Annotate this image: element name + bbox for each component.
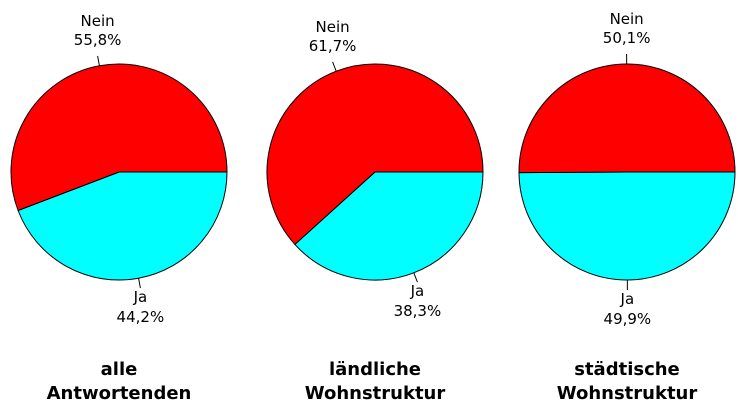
slice-name: Nein bbox=[610, 10, 644, 28]
chart-title: städtische Wohnstruktur bbox=[556, 359, 698, 404]
pie-slice bbox=[294, 171, 484, 281]
slice-value: 49,9% bbox=[604, 310, 652, 328]
slice-value: 44,2% bbox=[117, 308, 165, 326]
pie-slice bbox=[518, 171, 736, 281]
slice-name: Ja bbox=[133, 288, 148, 306]
chart-title: alle Antwortenden bbox=[46, 359, 192, 404]
slice-value: 61,7% bbox=[309, 37, 357, 55]
label-leader bbox=[97, 55, 100, 66]
slice-value: 55,8% bbox=[74, 31, 122, 49]
slice-name: Nein bbox=[316, 18, 350, 36]
label-leader bbox=[138, 278, 141, 289]
chart-title: ländliche Wohnstruktur bbox=[304, 359, 446, 404]
pie-slice bbox=[266, 63, 484, 246]
pie-slice bbox=[518, 63, 736, 174]
slice-value: 50,1% bbox=[603, 29, 651, 47]
slice-name: Ja bbox=[410, 282, 425, 300]
slice-name: Nein bbox=[81, 12, 115, 30]
label-leader bbox=[413, 272, 418, 283]
pie-slice bbox=[17, 171, 228, 281]
slice-name: Ja bbox=[620, 290, 635, 308]
label-leader bbox=[332, 61, 337, 72]
slice-value: 38,3% bbox=[394, 302, 442, 320]
